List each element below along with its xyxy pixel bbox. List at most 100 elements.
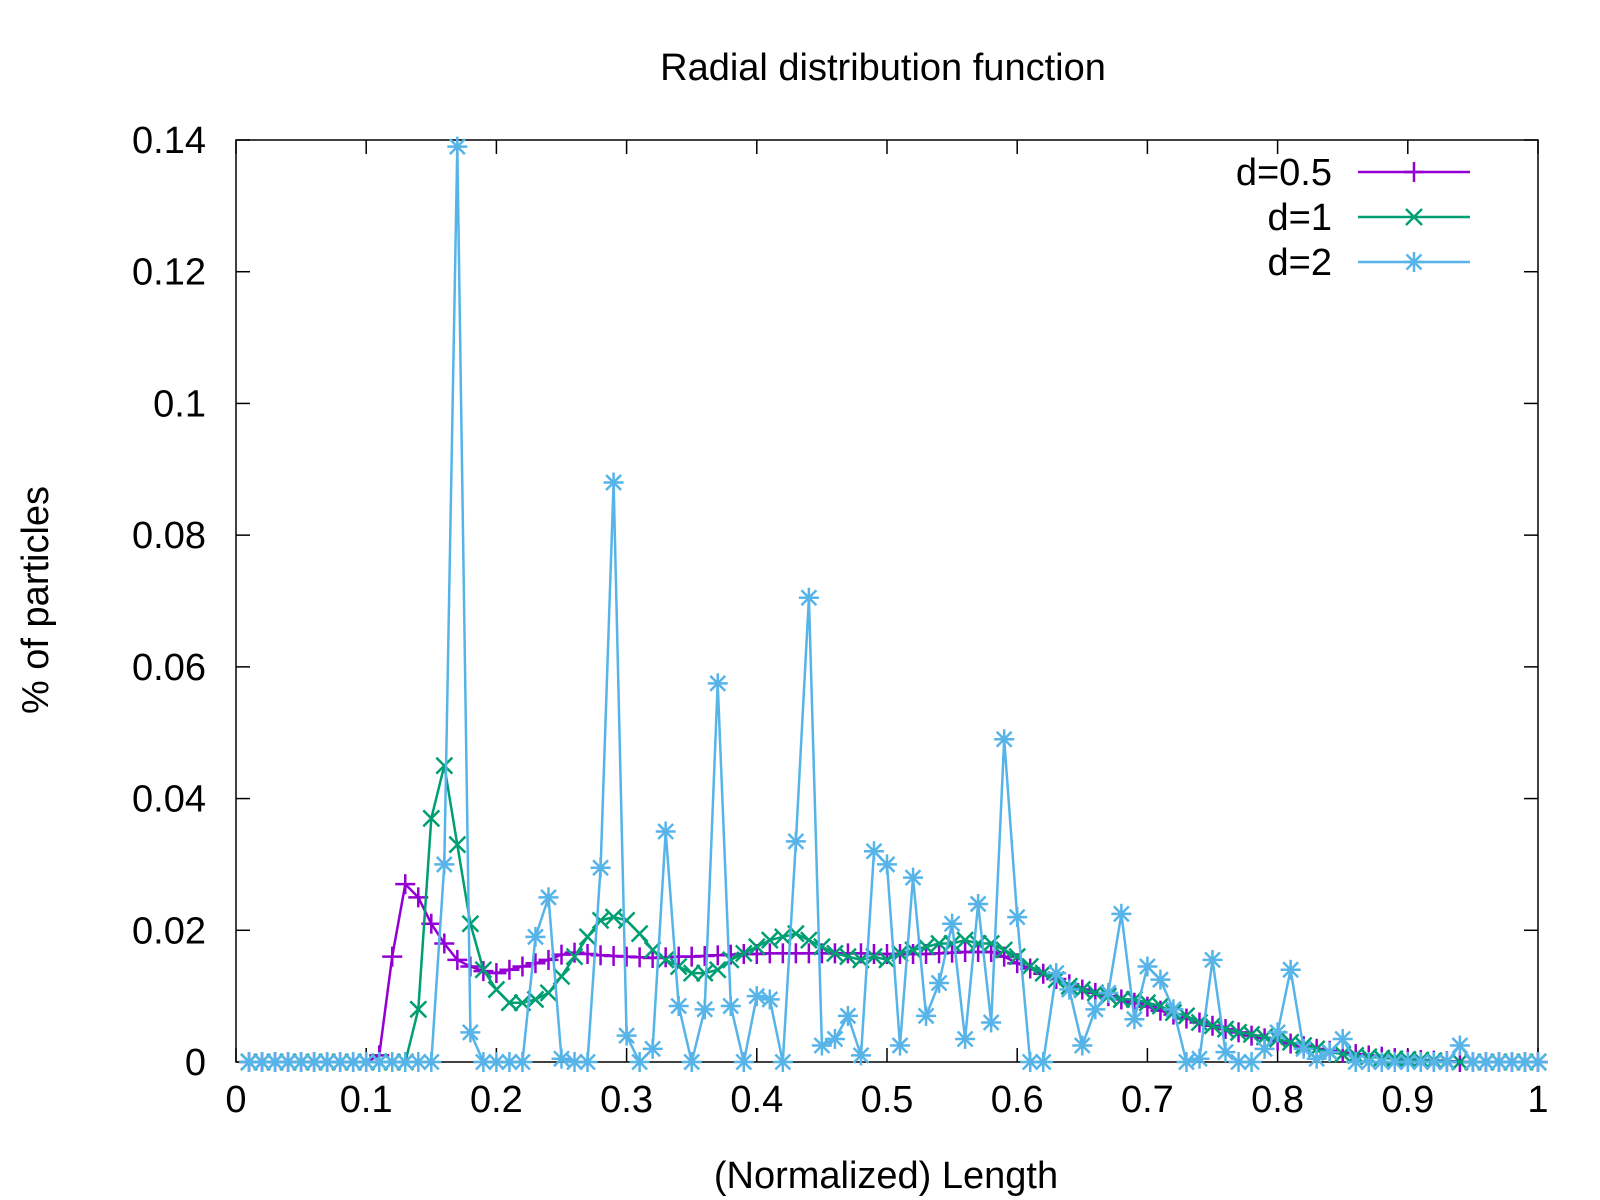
data-point — [903, 867, 924, 888]
data-point-stroke — [526, 990, 545, 1009]
data-point — [682, 964, 701, 982]
data-point-stroke — [1139, 958, 1156, 975]
data-point-stroke — [1425, 1053, 1443, 1071]
data-point-stroke — [1008, 908, 1026, 926]
data-point — [955, 1028, 976, 1049]
data-point — [1007, 907, 1028, 928]
data-point-stroke — [774, 1053, 792, 1071]
data-point — [1072, 1035, 1093, 1056]
data-point-stroke — [761, 991, 779, 1008]
data-point — [447, 136, 468, 157]
data-point — [565, 947, 584, 966]
data-point-stroke — [669, 957, 688, 976]
data-point-stroke — [891, 1037, 909, 1054]
data-point-stroke — [266, 1053, 284, 1071]
data-point — [500, 993, 519, 1012]
data-point — [1371, 1052, 1392, 1072]
data-point-stroke — [695, 964, 714, 982]
data-point-stroke — [1529, 1053, 1547, 1071]
data-point — [733, 1052, 754, 1072]
y-tick-label: 0.12 — [132, 252, 206, 294]
data-point-stroke — [1204, 951, 1221, 969]
data-point-stroke — [279, 1053, 297, 1071]
data-point — [474, 960, 493, 979]
data-point-stroke — [501, 1053, 518, 1071]
data-point-stroke — [1216, 1020, 1235, 1038]
data-point-stroke — [1386, 1053, 1404, 1071]
data-point-stroke — [1334, 1030, 1352, 1048]
x-tick-label: 0.2 — [470, 1079, 523, 1121]
data-point-stroke — [591, 911, 610, 930]
data-point-stroke — [253, 1053, 271, 1071]
data-point — [1404, 252, 1424, 272]
data-point-stroke — [1191, 1050, 1208, 1068]
y-tick-label: 0.14 — [132, 120, 206, 162]
data-point-stroke — [734, 944, 753, 963]
data-point-stroke — [995, 730, 1013, 748]
data-point — [995, 941, 1014, 959]
data-point-stroke — [500, 993, 519, 1012]
data-point — [930, 934, 948, 953]
data-point-stroke — [1112, 990, 1131, 1009]
data-point-stroke — [1450, 1053, 1469, 1071]
x-tick-label: 0.5 — [861, 1079, 914, 1121]
data-point — [577, 1052, 598, 1072]
data-point-stroke — [422, 809, 441, 828]
legend-label: d=0.5 — [1236, 152, 1332, 194]
data-point — [668, 996, 689, 1017]
data-point — [1254, 1038, 1275, 1059]
data-point-stroke — [240, 1053, 258, 1071]
data-point-stroke — [644, 1040, 662, 1058]
data-point-stroke — [917, 1007, 935, 1025]
data-point-stroke — [1405, 208, 1423, 226]
y-tick-label: 0.04 — [132, 779, 206, 821]
data-point — [1293, 1038, 1314, 1059]
data-point-stroke — [1405, 253, 1423, 271]
data-point-stroke — [1281, 1033, 1300, 1052]
y-tick-label: 0 — [185, 1042, 206, 1084]
data-point — [525, 926, 546, 947]
data-point — [890, 1035, 911, 1056]
data-point-stroke — [513, 993, 532, 1012]
data-point — [486, 963, 507, 984]
data-point-stroke — [1490, 1053, 1508, 1071]
data-point-stroke — [787, 832, 805, 850]
data-point-stroke — [1152, 971, 1169, 989]
data-point-stroke — [930, 974, 948, 992]
data-point — [721, 951, 740, 969]
data-point — [538, 949, 559, 970]
data-point — [929, 972, 950, 993]
data-point-stroke — [1217, 1043, 1234, 1061]
y-tick-label: 0.02 — [132, 910, 206, 952]
data-point-stroke — [1256, 1040, 1273, 1058]
data-point-stroke — [943, 915, 961, 933]
series-layer — [239, 136, 1548, 1072]
data-point-stroke — [1177, 1007, 1196, 1025]
data-point — [720, 996, 741, 1017]
data-point — [1034, 964, 1053, 982]
data-point — [1319, 1042, 1340, 1063]
data-point — [409, 1000, 428, 1019]
data-point — [512, 1052, 533, 1072]
data-point-stroke — [1008, 947, 1027, 966]
data-point-stroke — [1503, 1053, 1521, 1071]
x-tick-label: 1 — [1527, 1079, 1548, 1121]
data-point-stroke — [1047, 964, 1065, 982]
chart-title: Radial distribution function — [660, 47, 1106, 89]
data-point-stroke — [1138, 993, 1157, 1012]
data-point — [434, 933, 455, 954]
x-tick-label: 0.9 — [1381, 1079, 1434, 1121]
data-point-stroke — [1060, 981, 1078, 998]
data-point — [1085, 999, 1106, 1020]
data-point-stroke — [904, 869, 922, 886]
data-point-stroke — [800, 589, 818, 607]
data-point — [369, 1052, 390, 1072]
data-point — [850, 1045, 871, 1066]
data-point-stroke — [813, 937, 831, 956]
data-point — [512, 956, 533, 977]
data-point-stroke — [617, 911, 636, 930]
data-point — [798, 587, 819, 608]
data-point — [1151, 997, 1170, 1015]
data-point-stroke — [409, 1000, 428, 1019]
data-point — [1203, 1016, 1222, 1035]
